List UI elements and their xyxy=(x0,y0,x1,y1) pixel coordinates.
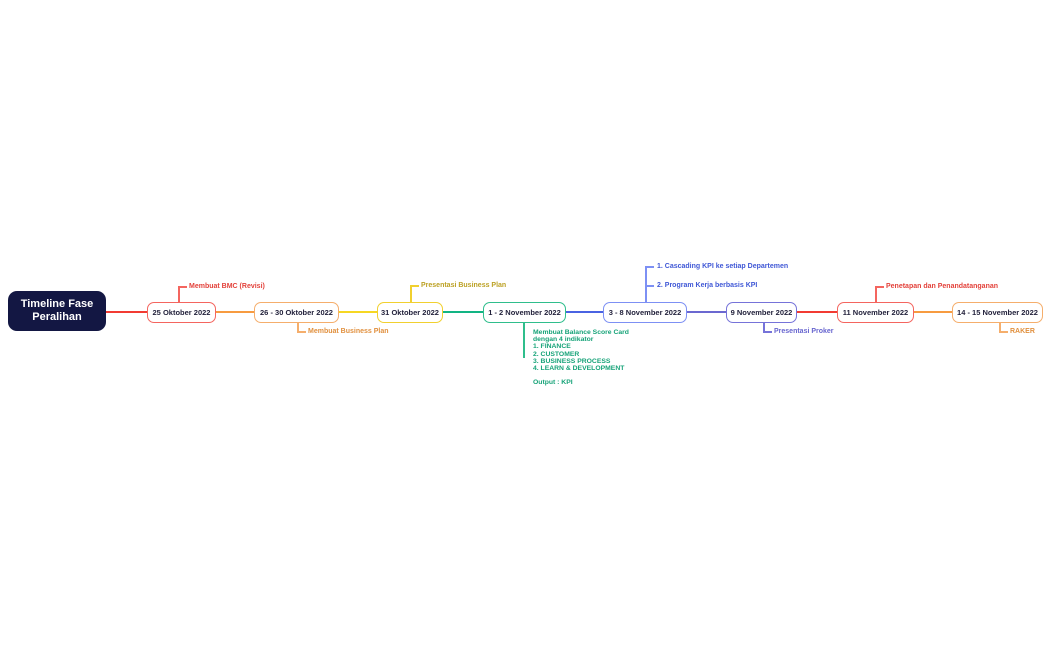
annotation-balance-score-card[interactable]: Membuat Balance Score Card dengan 4 indi… xyxy=(533,329,629,387)
annotation-connector xyxy=(410,285,412,302)
annotation-connector xyxy=(999,331,1008,333)
timeline-node-14-15-november[interactable]: 14 - 15 November 2022 xyxy=(952,302,1043,323)
branch-line xyxy=(442,310,483,313)
annotation-membuat-bmc[interactable]: Membuat BMC (Revisi) xyxy=(189,283,265,290)
annotation-connector xyxy=(178,286,187,288)
branch-line xyxy=(565,310,603,313)
annotation-connector xyxy=(297,322,299,333)
annotation-connector xyxy=(999,322,1001,333)
annotation-penetapan-penandatanganan[interactable]: Penetapan dan Penandatanganan xyxy=(886,283,999,290)
annotation-raker[interactable]: RAKER xyxy=(1010,328,1035,335)
annotation-connector xyxy=(645,285,654,287)
annotation-presentasi-business-plan[interactable]: Presentasi Business Plan xyxy=(421,282,507,289)
annotation-connector xyxy=(178,286,180,302)
annotation-connector xyxy=(763,331,772,333)
timeline-node-3-8-november[interactable]: 3 - 8 November 2022 xyxy=(603,302,687,323)
annotation-membuat-business-plan[interactable]: Membuat Business Plan xyxy=(308,328,389,335)
branch-line xyxy=(796,310,837,313)
timeline-node-25-oktober[interactable]: 25 Oktober 2022 xyxy=(147,302,216,323)
annotation-program-kerja-kpi[interactable]: 2. Program Kerja berbasis KPI xyxy=(657,282,758,289)
annotation-connector xyxy=(523,322,525,358)
branch-line xyxy=(686,310,726,313)
annotation-connector xyxy=(763,322,765,333)
annotation-connector xyxy=(645,266,647,302)
branch-line xyxy=(913,310,952,313)
branch-line xyxy=(338,310,377,313)
annotation-cascading-kpi[interactable]: 1. Cascading KPI ke setiap Departemen xyxy=(657,263,789,270)
annotation-connector xyxy=(875,286,884,288)
annotation-connector xyxy=(645,266,654,268)
timeline-node-1-2-november[interactable]: 1 - 2 November 2022 xyxy=(483,302,566,323)
annotation-presentasi-proker[interactable]: Presentasi Proker xyxy=(774,328,834,335)
annotation-connector xyxy=(297,331,306,333)
timeline-node-9-november[interactable]: 9 November 2022 xyxy=(726,302,797,323)
root-topic[interactable]: Timeline Fase Peralihan xyxy=(8,291,106,331)
timeline-node-31-oktober[interactable]: 31 Oktober 2022 xyxy=(377,302,443,323)
branch-line xyxy=(106,310,147,313)
timeline-node-11-november[interactable]: 11 November 2022 xyxy=(837,302,914,323)
branch-line xyxy=(215,310,254,313)
timeline-node-26-30-oktober[interactable]: 26 - 30 Oktober 2022 xyxy=(254,302,339,323)
annotation-connector xyxy=(875,286,877,302)
annotation-connector xyxy=(410,285,419,287)
